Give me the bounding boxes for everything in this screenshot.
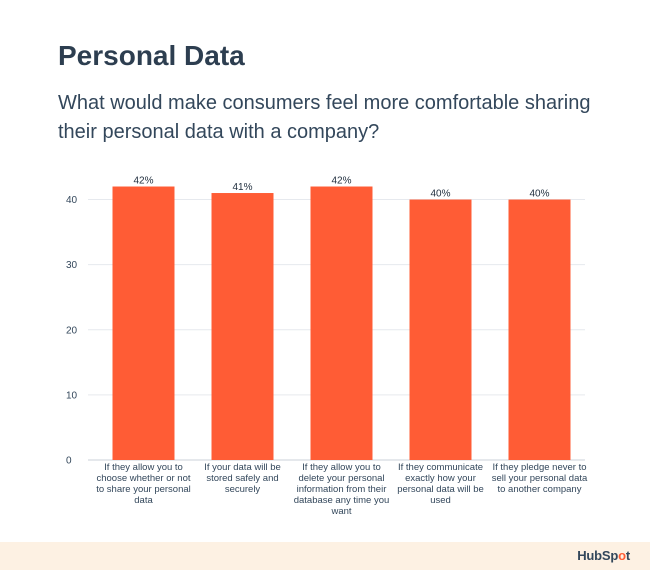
- bar: [211, 193, 274, 460]
- category-label: If they pledge never to sell your persona…: [492, 462, 588, 495]
- bar: [112, 186, 175, 460]
- data-label: 42%: [331, 176, 351, 187]
- y-tick-label: 0: [66, 456, 72, 467]
- category-label: If your data will be stored safely and sec…: [204, 462, 281, 495]
- category-label: If they allow you to delete your personal…: [294, 462, 390, 517]
- data-label: 42%: [133, 176, 153, 187]
- y-tick-label: 10: [66, 390, 78, 401]
- bar: [409, 199, 472, 460]
- chart-subtitle: What would make consumers feel more comf…: [58, 92, 591, 143]
- hubspot-logo: HubSpot: [577, 548, 630, 563]
- bar-chart: 0 10 20 30 40 42% If they allow you to choose w…: [66, 176, 588, 517]
- bar: [310, 186, 373, 460]
- y-tick-label: 40: [66, 195, 78, 206]
- data-label: 40%: [529, 189, 549, 200]
- chart-title: Personal Data: [58, 40, 245, 71]
- y-tick-label: 20: [66, 325, 78, 336]
- footer-band: HubSpot: [0, 542, 650, 570]
- y-tick-label: 30: [66, 260, 78, 271]
- data-label: 40%: [430, 189, 450, 200]
- category-label: If they communicate exactly how your perso…: [397, 462, 484, 506]
- category-label: If they allow you to choose whether or no…: [96, 462, 191, 506]
- bar: [508, 199, 571, 460]
- data-label: 41%: [232, 182, 252, 193]
